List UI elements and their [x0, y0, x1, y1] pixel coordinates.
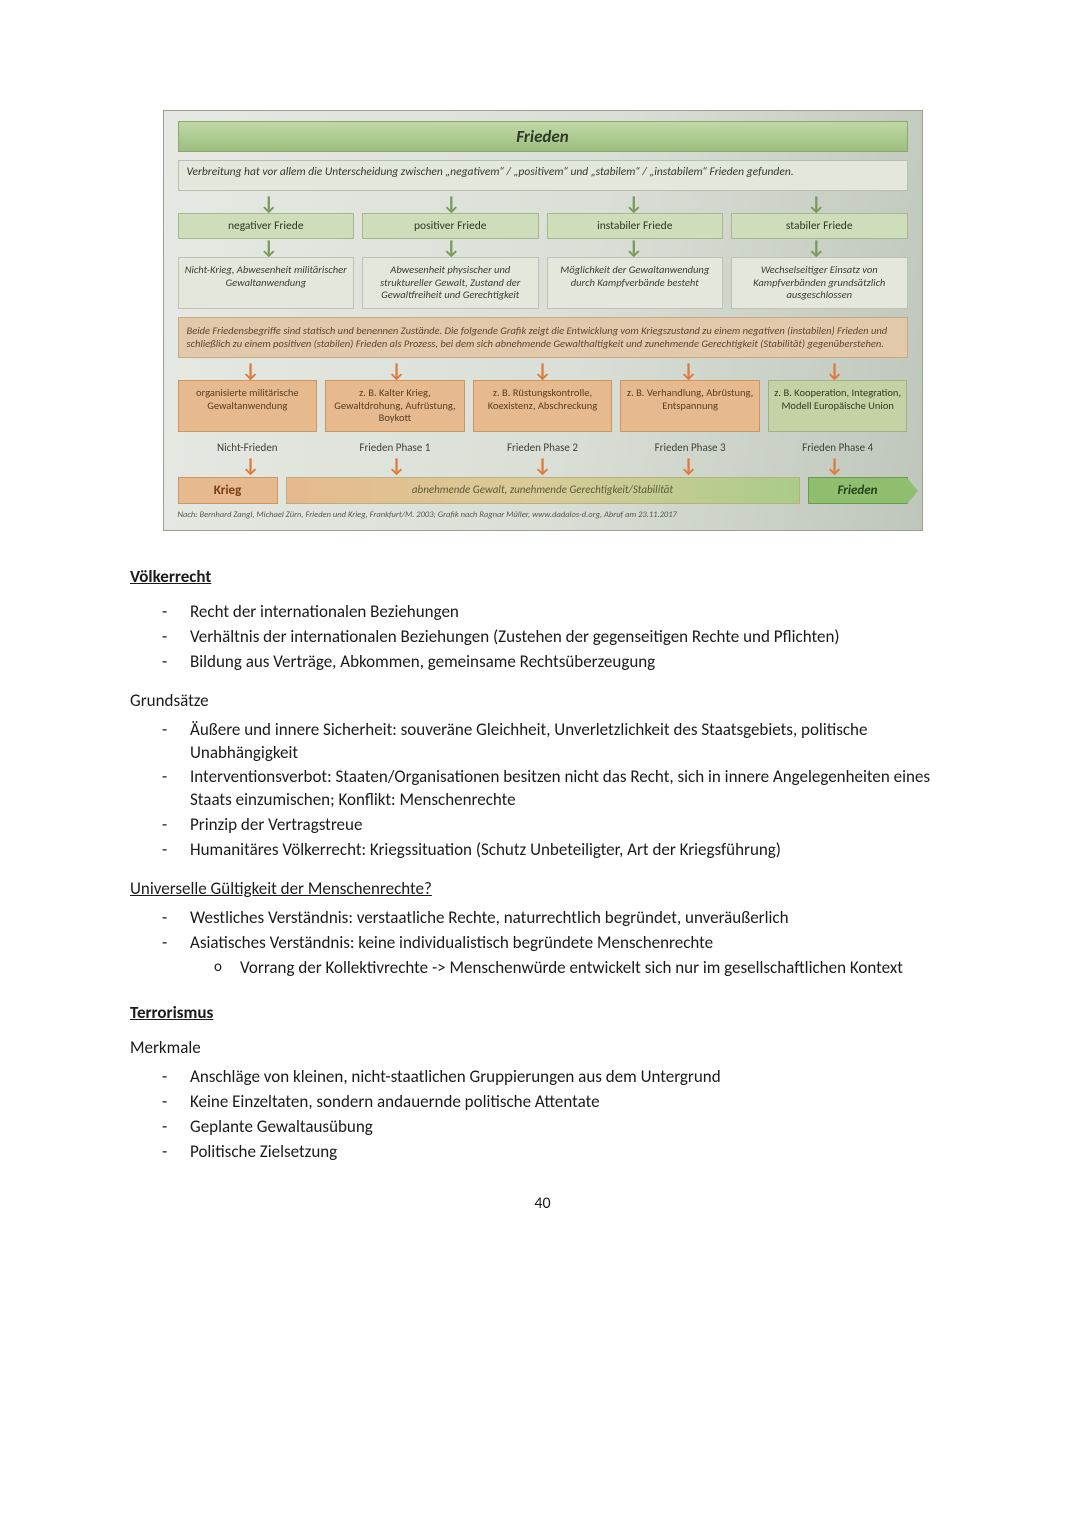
arrow-down-icon: ↓	[625, 197, 643, 211]
step-cell: z. B. Rüstungs­kontrolle, Koexistenz, Ab…	[473, 380, 613, 432]
arrow-down-icon: ↓	[625, 241, 643, 255]
list-item-text: Asiatisches Verständnis: keine individua…	[190, 932, 713, 953]
step-cell: z. B. Kooperation, Integration, Modell E…	[768, 380, 908, 432]
list-item: Politische Zielsetzung	[190, 1141, 955, 1164]
arrow-row: ↓ ↓ ↓ ↓	[178, 197, 908, 211]
type-desc: Nicht-Krieg, Abwesenheit militärischer G…	[178, 257, 355, 309]
arrow-down-icon: ↓	[387, 364, 405, 378]
gradient-bar: abnehmende Gewalt, zunehmende Gerechtigk…	[286, 477, 800, 504]
subheading-merkmale: Merkmale	[130, 1037, 955, 1058]
arrow-row: ↓ ↓ ↓ ↓ ↓	[178, 364, 908, 378]
arrow-row: ↓ ↓ ↓ ↓ ↓	[178, 459, 908, 473]
diagram-mid-text: Beide Friedensbegriffe sind statisch und…	[178, 317, 908, 358]
grundsaetze-list: Äußere und innere Sicherheit: souveräne …	[130, 719, 955, 863]
list-item: Verhältnis der internationalen Beziehung…	[190, 626, 955, 649]
terrorismus-list: Anschläge von kleinen, nicht-staatlichen…	[130, 1066, 955, 1164]
type-desc-row: Nicht-Krieg, Abwesenheit militärischer G…	[178, 257, 908, 309]
diagram-title: Frieden	[178, 121, 908, 152]
list-item: Keine Einzeltaten, sondern andauernde po…	[190, 1091, 955, 1114]
arrow-down-icon: ↓	[442, 241, 460, 255]
arrow-down-icon: ↓	[807, 197, 825, 211]
type-desc: Abwesenheit physischer und struktureller…	[362, 257, 539, 309]
list-item: Äußere und innere Sicherheit: souveräne …	[190, 719, 955, 765]
steps-row: organisierte militärische Gewaltanwendun…	[178, 380, 908, 432]
diagram-intro: Verbreitung hat vor allem die Unterschei…	[178, 160, 908, 191]
frieden-box: Frieden	[808, 477, 908, 504]
step-cell: z. B. Verhandlung, Abrüstung, Entspannun…	[620, 380, 760, 432]
arrow-down-icon: ↓	[442, 197, 460, 211]
sub-list: Vorrang der Kollektivrechte -> Menschenw…	[190, 957, 955, 980]
section-heading-voelkerrecht: Völkerrecht	[130, 566, 955, 587]
bottom-bar: Krieg abnehmende Gewalt, zunehmende Gere…	[178, 477, 908, 504]
arrow-down-icon: ↓	[679, 364, 697, 378]
arrow-down-icon: ↓	[260, 197, 278, 211]
list-item: Prinzip der Vertragstreue	[190, 814, 955, 837]
arrow-down-icon: ↓	[241, 459, 259, 473]
arrow-down-icon: ↓	[825, 459, 843, 473]
krieg-box: Krieg	[178, 477, 278, 504]
sub-list-item: Vorrang der Kollektivrechte -> Menschenw…	[240, 957, 955, 980]
arrow-down-icon: ↓	[387, 459, 405, 473]
subheading-menschenrechte: Universelle Gültigkeit der Menschenrecht…	[130, 878, 955, 899]
list-item: Asiatisches Verständnis: keine individua…	[190, 932, 955, 980]
list-item: Geplante Gewaltausübung	[190, 1116, 955, 1139]
arrow-down-icon: ↓	[679, 459, 697, 473]
arrow-down-icon: ↓	[807, 241, 825, 255]
voelkerrecht-list: Recht der internationalen Beziehungen Ve…	[130, 601, 955, 674]
list-item: Interventionsverbot: Staaten/Organisatio…	[190, 766, 955, 812]
subheading-grundsaetze: Grundsätze	[130, 690, 955, 711]
arrow-down-icon: ↓	[241, 364, 259, 378]
step-cell: organisierte militärische Gewaltanwendun…	[178, 380, 318, 432]
list-item: Recht der internationalen Beziehungen	[190, 601, 955, 624]
step-cell: z. B. Kalter Krieg, Gewaltdrohung, Aufrü…	[325, 380, 465, 432]
menschenrechte-list: Westliches Verständnis: verstaatliche Re…	[130, 907, 955, 980]
list-item: Humanitäres Völkerrecht: Kriegssituation…	[190, 839, 955, 862]
list-item: Anschläge von kleinen, nicht-staatlichen…	[190, 1066, 955, 1089]
arrow-down-icon: ↓	[533, 459, 551, 473]
list-item: Bildung aus Verträge, Abkommen, gemeinsa…	[190, 651, 955, 674]
arrow-down-icon: ↓	[533, 364, 551, 378]
diagram-source: Nach: Bernhard Zangl, Michael Zürn, Frie…	[178, 510, 908, 520]
page-number: 40	[130, 1194, 955, 1213]
arrow-down-icon: ↓	[825, 364, 843, 378]
list-item: Westliches Verständnis: verstaatliche Re…	[190, 907, 955, 930]
type-labels-row: negativer Friede positiver Friede instab…	[178, 213, 908, 239]
type-desc: Wechselseitiger Einsatz von Kampfverbänd…	[731, 257, 908, 309]
type-desc: Möglichkeit der Gewaltanwendung durch Ka…	[547, 257, 724, 309]
section-heading-terrorismus: Terrorismus	[130, 1002, 955, 1023]
document-page: Frieden Verbreitung hat vor allem die Un…	[0, 0, 1080, 1253]
arrow-row: ↓ ↓ ↓ ↓	[178, 241, 908, 255]
arrow-down-icon: ↓	[260, 241, 278, 255]
frieden-diagram: Frieden Verbreitung hat vor allem die Un…	[163, 110, 923, 531]
